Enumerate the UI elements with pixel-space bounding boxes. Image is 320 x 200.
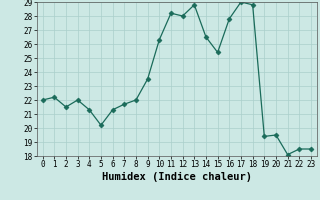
X-axis label: Humidex (Indice chaleur): Humidex (Indice chaleur) (102, 172, 252, 182)
